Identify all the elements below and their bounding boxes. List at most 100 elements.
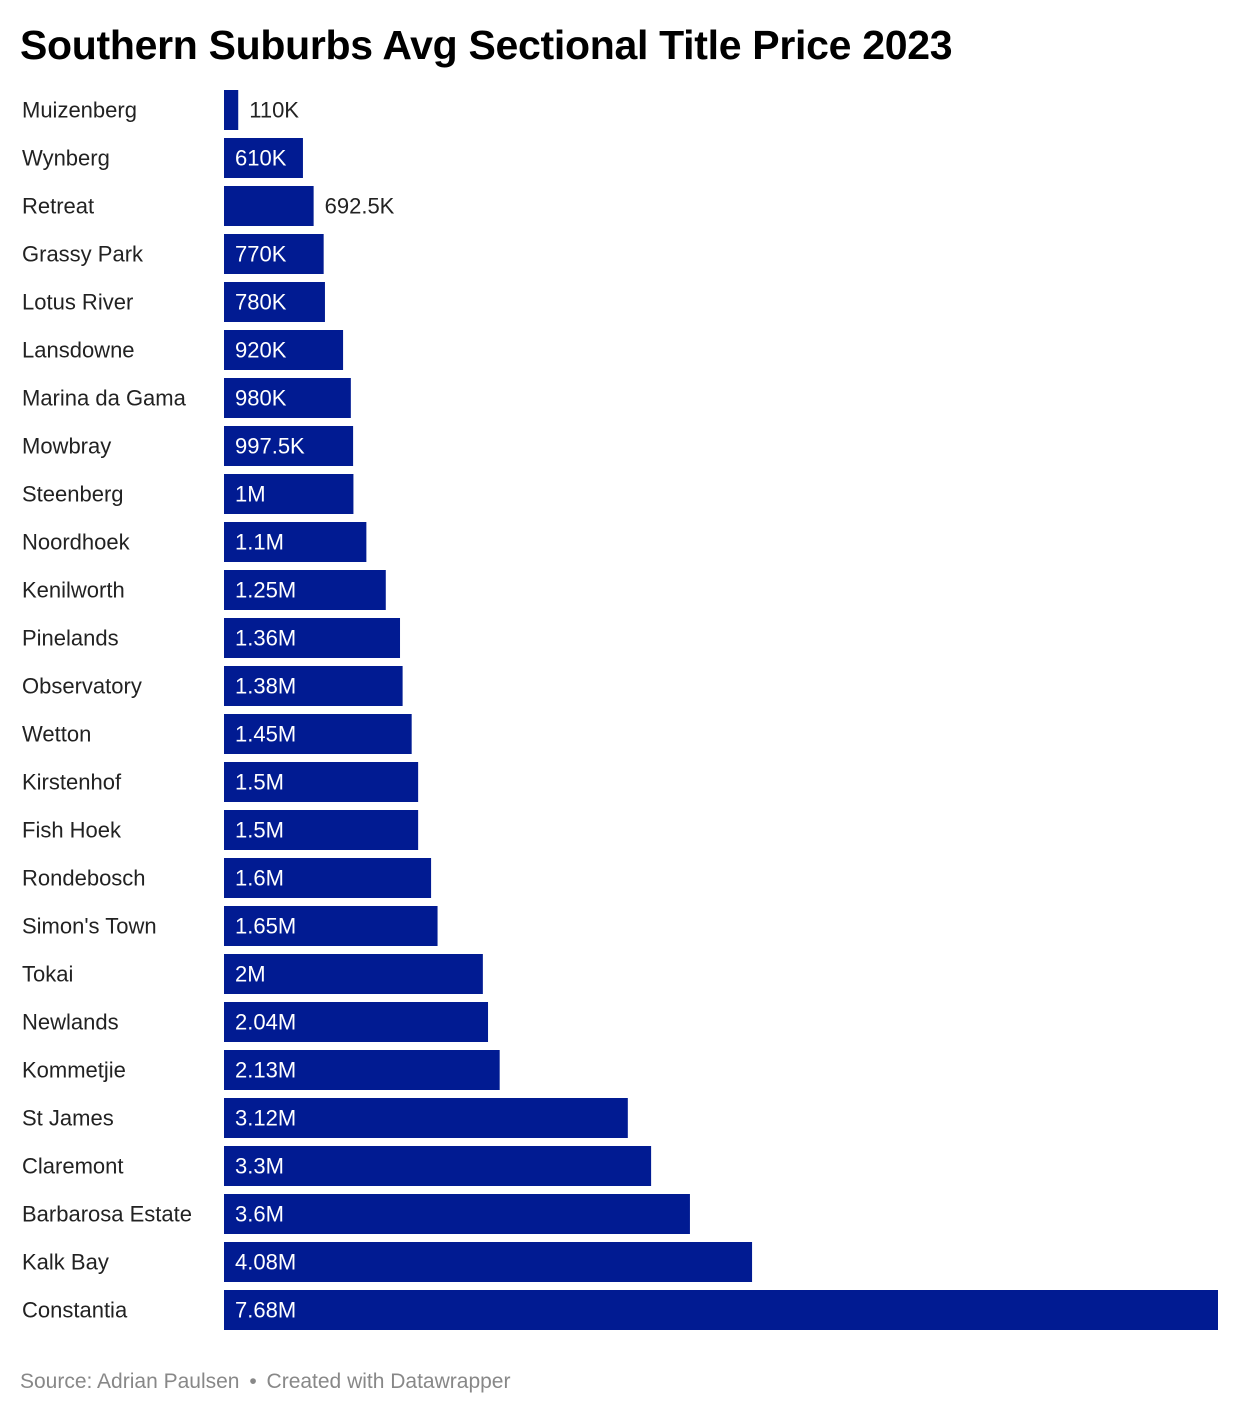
bar bbox=[224, 618, 401, 658]
bar bbox=[224, 666, 403, 706]
bar bbox=[224, 858, 432, 898]
category-label: Observatory bbox=[22, 674, 142, 699]
bar bbox=[224, 282, 325, 322]
bar bbox=[224, 1098, 628, 1138]
bar-row: St James 3.12M bbox=[22, 1098, 628, 1138]
value-label: 1.5M bbox=[235, 818, 284, 843]
value-label: 3.6M bbox=[235, 1202, 284, 1227]
bar bbox=[224, 954, 483, 994]
category-label: Pinelands bbox=[22, 626, 119, 651]
bar-row: Grassy Park 770K bbox=[22, 234, 324, 274]
category-label: Steenberg bbox=[22, 482, 124, 507]
bar-row: Constantia 7.68M bbox=[22, 1290, 1218, 1330]
bar bbox=[224, 1146, 652, 1186]
footer-separator: • bbox=[249, 1370, 257, 1393]
value-label: 692.5K bbox=[325, 194, 395, 219]
bar bbox=[224, 234, 324, 274]
value-label: 110K bbox=[249, 98, 299, 123]
value-label: 780K bbox=[235, 290, 287, 315]
bar bbox=[224, 570, 386, 610]
category-label: Barbarosa Estate bbox=[22, 1202, 192, 1227]
bar-row: Kirstenhof 1.5M bbox=[22, 762, 419, 802]
value-label: 980K bbox=[235, 386, 287, 411]
category-label: Grassy Park bbox=[22, 242, 144, 267]
category-label: Kenilworth bbox=[22, 578, 125, 603]
bar bbox=[224, 330, 344, 370]
category-label: Claremont bbox=[22, 1154, 123, 1179]
bar-row: Barbarosa Estate 3.6M bbox=[22, 1194, 690, 1234]
bar bbox=[224, 138, 303, 178]
value-label: 3.3M bbox=[235, 1154, 284, 1179]
bar bbox=[224, 426, 354, 466]
bar bbox=[224, 906, 438, 946]
value-label: 2M bbox=[235, 962, 266, 987]
bar-row: Lansdowne 920K bbox=[22, 330, 344, 370]
bar-row: Kenilworth 1.25M bbox=[22, 570, 386, 610]
value-label: 1.38M bbox=[235, 674, 296, 699]
bar-row: Marina da Gama 980K bbox=[22, 378, 351, 418]
value-label: 1.25M bbox=[235, 578, 296, 603]
category-label: Fish Hoek bbox=[22, 818, 122, 843]
category-label: St James bbox=[22, 1106, 114, 1131]
bar-row: Claremont 3.3M bbox=[22, 1146, 652, 1186]
value-label: 4.08M bbox=[235, 1250, 296, 1275]
category-label: Lansdowne bbox=[22, 338, 135, 363]
bar-row: Wetton 1.45M bbox=[22, 714, 412, 754]
category-label: Wynberg bbox=[22, 146, 110, 171]
bar-row: Kommetjie 2.13M bbox=[22, 1050, 500, 1090]
bar bbox=[224, 474, 354, 514]
bar bbox=[224, 1194, 690, 1234]
bar bbox=[224, 378, 351, 418]
bar bbox=[224, 1050, 500, 1090]
category-label: Retreat bbox=[22, 194, 94, 219]
category-label: Lotus River bbox=[22, 290, 133, 315]
value-label: 1.45M bbox=[235, 722, 296, 747]
value-label: 2.13M bbox=[235, 1058, 296, 1083]
value-label: 920K bbox=[235, 338, 287, 363]
bar-row: Noordhoek 1.1M bbox=[22, 522, 367, 562]
value-label: 2.04M bbox=[235, 1010, 296, 1035]
value-label: 3.12M bbox=[235, 1106, 296, 1131]
bar bbox=[224, 522, 367, 562]
category-label: Simon's Town bbox=[22, 914, 157, 939]
category-label: Rondebosch bbox=[22, 866, 146, 891]
bar-row: Mowbray 997.5K bbox=[22, 426, 354, 466]
value-label: 7.68M bbox=[235, 1298, 296, 1323]
bar-row: Observatory 1.38M bbox=[22, 666, 403, 706]
bar-row: Steenberg 1M bbox=[22, 474, 354, 514]
bar bbox=[224, 186, 314, 226]
category-label: Wetton bbox=[22, 722, 91, 747]
bar bbox=[224, 1002, 489, 1042]
credit-text: Created with Datawrapper bbox=[266, 1370, 511, 1393]
value-label: 1.36M bbox=[235, 626, 296, 651]
bar bbox=[224, 714, 412, 754]
category-label: Mowbray bbox=[22, 434, 111, 459]
value-label: 1.1M bbox=[235, 530, 284, 555]
bar bbox=[224, 762, 419, 802]
bar bbox=[224, 90, 239, 130]
bar bbox=[224, 810, 419, 850]
bar-row: Wynberg 610K bbox=[22, 138, 303, 178]
category-label: Kalk Bay bbox=[22, 1250, 109, 1275]
category-label: Kirstenhof bbox=[22, 770, 122, 795]
value-label: 997.5K bbox=[235, 434, 305, 459]
bar-row: Simon's Town 1.65M bbox=[22, 906, 438, 946]
category-label: Newlands bbox=[22, 1010, 119, 1035]
category-label: Marina da Gama bbox=[22, 386, 187, 411]
bar-row: Pinelands 1.36M bbox=[22, 618, 401, 658]
category-label: Noordhoek bbox=[22, 530, 131, 555]
bar-row: Tokai 2M bbox=[22, 954, 483, 994]
source-text: Source: Adrian Paulsen bbox=[20, 1370, 240, 1393]
category-label: Constantia bbox=[22, 1298, 128, 1323]
category-label: Kommetjie bbox=[22, 1058, 126, 1083]
chart-title: Southern Suburbs Avg Sectional Title Pri… bbox=[20, 22, 953, 68]
bar-row: Rondebosch 1.6M bbox=[22, 858, 432, 898]
value-label: 1M bbox=[235, 482, 266, 507]
value-label: 1.5M bbox=[235, 770, 284, 795]
category-label: Tokai bbox=[22, 962, 73, 987]
bar-row: Fish Hoek 1.5M bbox=[22, 810, 419, 850]
category-label: Muizenberg bbox=[22, 98, 137, 123]
bar-row: Muizenberg 110K bbox=[22, 90, 299, 130]
chart-footer: Source: Adrian Paulsen • Created with Da… bbox=[20, 1370, 510, 1394]
